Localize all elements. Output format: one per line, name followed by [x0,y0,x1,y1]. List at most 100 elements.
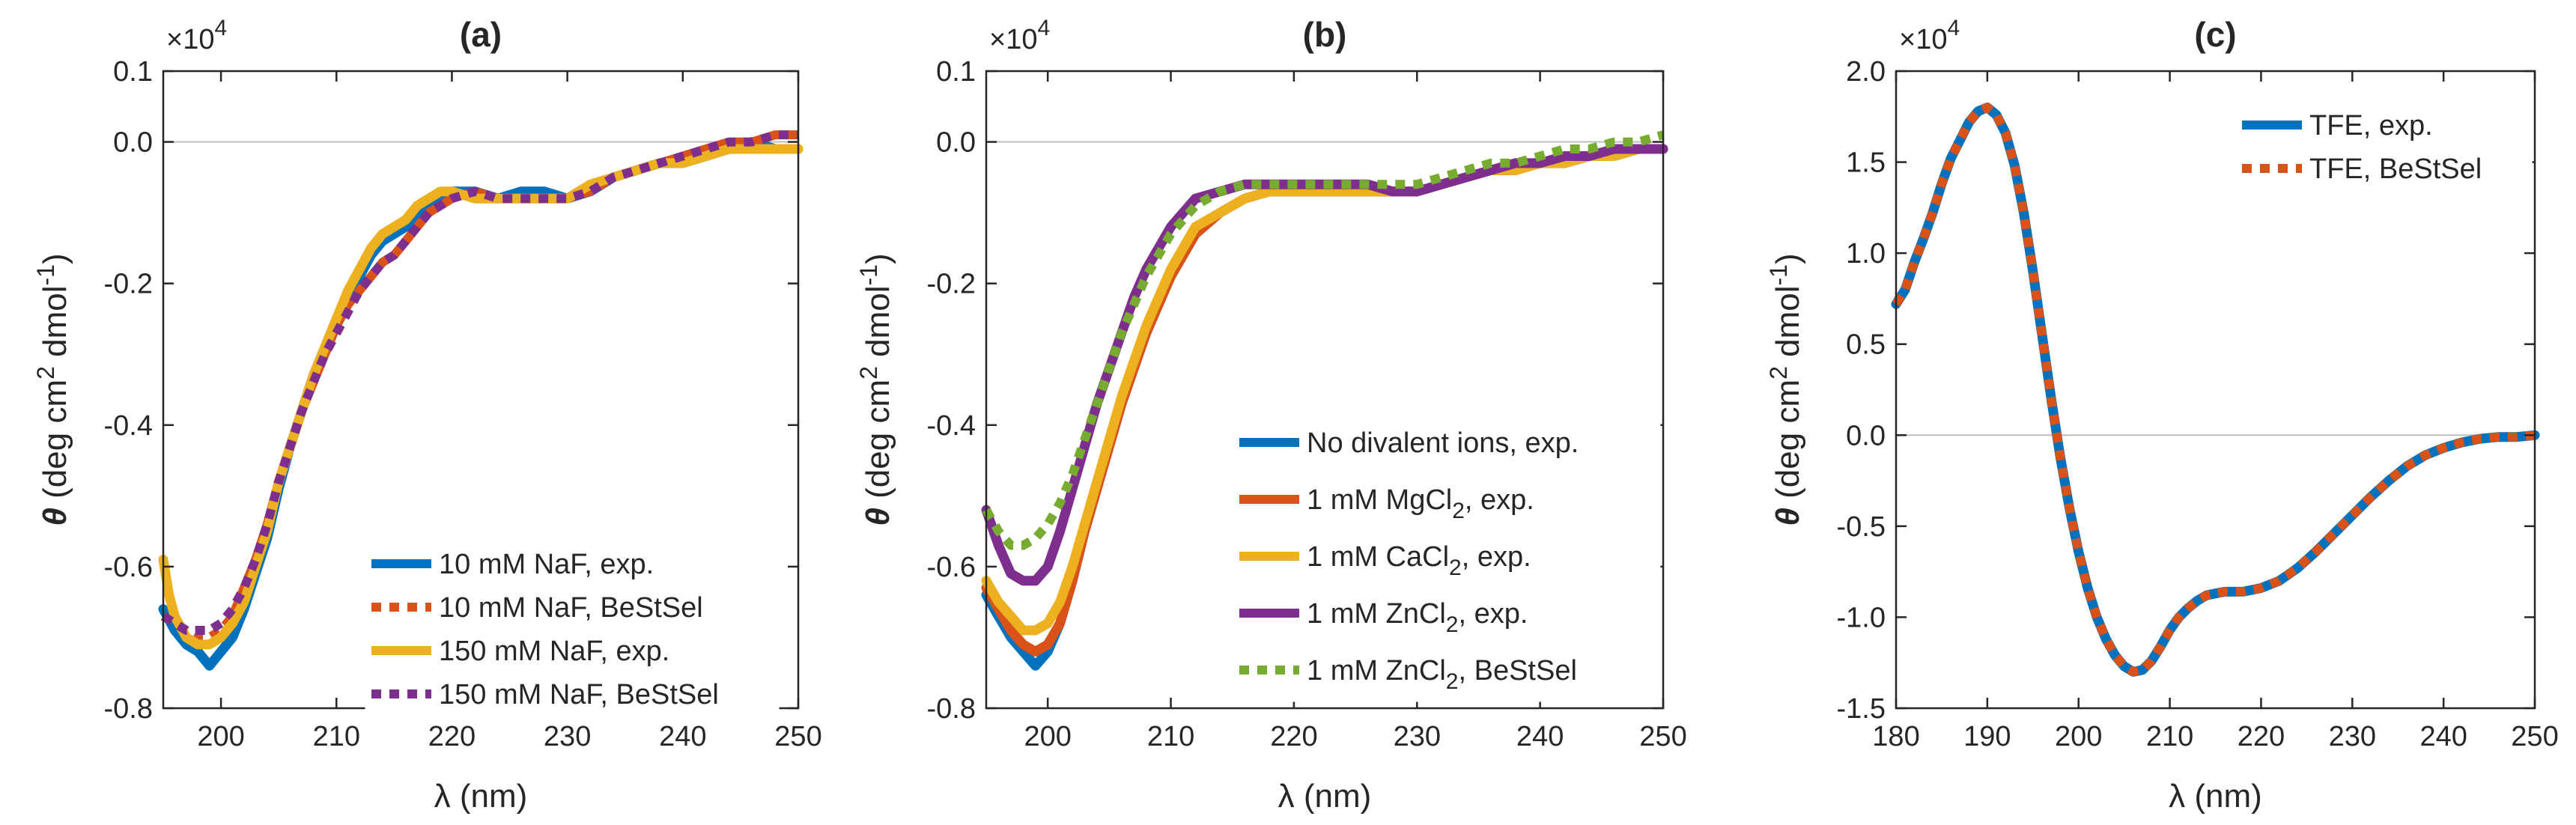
y-tick-label: 1.0 [1846,238,1886,270]
y-axis-unit: dmol [860,286,896,367]
series-line [982,130,1665,550]
y-axis-unit: ) [1770,253,1806,264]
y-tick-label: 1.5 [1846,147,1886,179]
legend-label: 10 mM NaF, BeStSel [439,592,703,624]
axes-box [1895,70,2536,710]
x-tick-label: 180 [1872,721,1919,752]
legend-label: 1 mM MgCl2, exp. [1307,484,1534,523]
x-tick-label: 210 [2146,721,2193,752]
y-tick-label: -1.0 [1837,602,1886,633]
exponent-power: 4 [1947,16,1960,40]
x-tick-label: 230 [2329,721,2376,752]
legend-subscript: 2 [1446,669,1459,694]
legend-label: No divalent ions, exp. [1307,427,1579,459]
x-tick-label: 190 [1963,721,2011,752]
y-tick-label: 0.0 [936,127,976,159]
legend-text: 150 mM NaF, BeStSel [439,679,719,710]
exponent-power: 4 [1037,16,1050,40]
y-axis-superscript: -1 [32,264,59,285]
legend-text: , BeStSel [1458,655,1576,687]
x-axis-label: λ (nm) [434,778,528,815]
x-tick-label: 230 [1394,721,1441,752]
exponent-label: ×104 [989,16,1050,55]
y-axis-unit: dmol [1770,286,1806,367]
chart-c: 180 190 200 210 220 230 240 250 -1.5 -1.0 -0.5 0.0 0… [1765,15,2559,815]
x-tick-label: 220 [428,721,476,752]
x-tick-label: 220 [1270,721,1317,752]
y-axis-label: θ (deg cm2 dmol-1) [32,253,73,526]
series-line [160,130,798,635]
y-tick-label: 0.1 [113,56,153,88]
legend-text: , exp. [1465,484,1534,516]
y-tick-label: 0.0 [1846,420,1886,451]
exponent-label: ×104 [1899,16,1960,55]
chart-a: 200 210 220 230 240 250 -0.8 -0.6 -0.4 -0.2 0.0 0.1… [32,15,822,815]
legend-subscript: 2 [1446,612,1459,637]
y-axis-superscript: -1 [855,264,882,285]
legend-text: 150 mM NaF, exp. [439,636,669,667]
legend-text: 1 mM CaCl [1307,541,1449,573]
chart-b: 200 210 220 230 240 250 -0.8 -0.6 -0.4 -0.2 0.0 0.1… [855,15,1687,815]
legend-text: 10 mM NaF, BeStSel [439,592,703,624]
legend-text: , exp. [1462,541,1531,573]
x-tick-label: 230 [544,721,591,752]
y-axis-superscript: 2 [1765,366,1792,380]
series-line [981,144,1668,636]
y-axis-unit: ) [37,253,73,264]
legend: No divalent ions, exp.1 mM MgCl2, exp.1 … [1233,403,1661,702]
y-axis-superscript: 2 [32,366,59,380]
y-tick-label: -0.5 [1837,511,1886,543]
y-tick-label: -1.5 [1837,693,1886,725]
legend-label: 150 mM NaF, exp. [439,636,669,667]
legend-text: 10 mM NaF, exp. [439,549,654,580]
y-axis-label: θ (deg cm2 dmol-1) [855,253,896,526]
legend-text: 1 mM MgCl [1307,484,1452,516]
legend-text: 1 mM ZnCl [1307,598,1446,630]
chart-title: (b) [1303,15,1347,54]
y-tick-label: -0.6 [927,552,976,583]
legend-text: 1 mM ZnCl [1307,655,1446,687]
y-tick-label: 0.1 [936,56,976,88]
y-tick-label: -0.4 [104,410,153,442]
y-tick-label: 0.0 [113,127,153,159]
legend-box [365,531,780,719]
legend-box [2235,92,2533,194]
x-tick-label: 210 [1147,721,1194,752]
legend-subscript: 2 [1449,555,1462,580]
legend-label: 10 mM NaF, exp. [439,549,654,580]
legend-subscript: 2 [1452,499,1465,523]
y-axis-symbol: θ [860,499,896,526]
x-tick-label: 240 [1516,721,1564,752]
y-tick-label: -0.8 [927,693,976,725]
x-tick-label: 250 [1639,721,1686,752]
y-axis-symbol: θ [37,499,73,526]
y-axis-unit: (deg cm [37,380,73,499]
legend-label: TFE, exp. [2309,110,2433,141]
legend-label: 1 mM ZnCl2, exp. [1307,598,1528,637]
y-axis-superscript: -1 [1765,264,1792,285]
exponent-prefix: ×10 [989,24,1037,55]
legend-text: TFE, BeStSel [2309,153,2482,185]
x-axis-label: λ (nm) [2169,778,2262,815]
axes-box [985,70,1665,710]
legend-label: TFE, BeStSel [2309,153,2482,185]
legend-box [1233,403,1661,702]
x-tick-label: 200 [1024,721,1071,752]
y-axis-unit: (deg cm [1770,380,1806,499]
chart-title: (a) [460,15,502,54]
legend-label: 150 mM NaF, BeStSel [439,679,719,710]
legend-label: 1 mM ZnCl2, BeStSel [1307,655,1577,694]
x-axis-label: λ (nm) [1278,778,1372,815]
legend-text: TFE, exp. [2309,110,2433,141]
y-axis-label: θ (deg cm2 dmol-1) [1765,253,1806,526]
y-axis-unit: (deg cm [860,380,896,499]
legend-text: , exp. [1458,598,1528,630]
x-tick-label: 240 [659,721,706,752]
legend: TFE, exp. TFE, BeStSel [2235,92,2533,194]
exponent-label: ×104 [166,16,227,55]
chart-title: (c) [2194,15,2236,54]
x-tick-label: 250 [2511,721,2558,752]
y-tick-label: -0.4 [927,410,976,442]
y-tick-label: 2.0 [1846,56,1886,88]
